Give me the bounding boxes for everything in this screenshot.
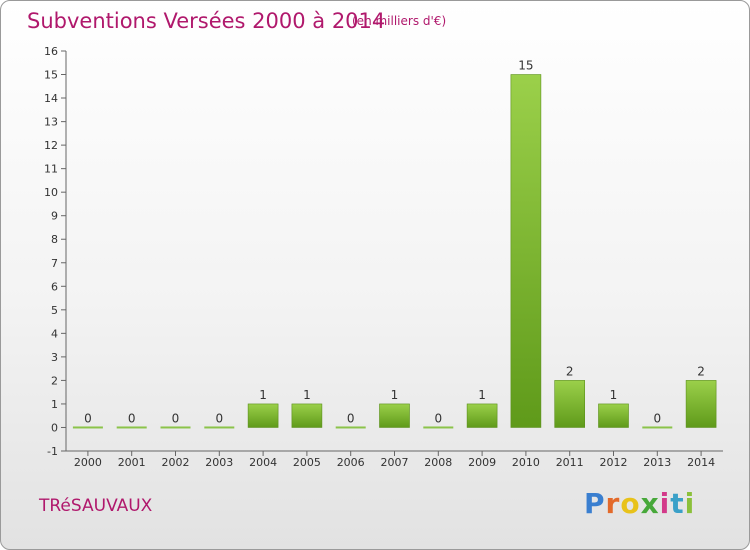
y-tick-label: 2 xyxy=(51,374,58,387)
bar-value-label: 1 xyxy=(478,388,486,402)
x-tick-label: 2011 xyxy=(556,456,584,469)
x-tick-label: 2010 xyxy=(512,456,540,469)
y-tick-label: 14 xyxy=(44,92,58,105)
y-tick-label: 10 xyxy=(44,186,58,199)
x-tick-label: 2007 xyxy=(381,456,409,469)
x-tick-label: 2009 xyxy=(468,456,496,469)
chart-title: Subventions Versées 2000 à 2014 xyxy=(27,9,386,33)
unit-label: (en milliers d'€) xyxy=(352,14,447,28)
proxiti-logo: Proxiti xyxy=(584,487,695,520)
bar-value-label: 2 xyxy=(697,364,705,378)
bar xyxy=(598,403,629,428)
x-tick-label: 2006 xyxy=(337,456,365,469)
bars xyxy=(72,74,717,429)
bar-value-label: 0 xyxy=(84,411,92,425)
y-tick-label: 5 xyxy=(51,304,58,317)
bar xyxy=(291,403,323,428)
y-tick-label: 3 xyxy=(51,351,58,364)
logo-letter: i xyxy=(684,487,696,520)
bar xyxy=(72,426,103,429)
y-tick-label: 8 xyxy=(51,233,58,246)
x-tick-label: 2014 xyxy=(687,456,715,469)
bar-value-label: 2 xyxy=(566,364,574,378)
bar-value-label: 0 xyxy=(128,411,136,425)
bar xyxy=(116,426,147,429)
x-axis-ticks: 2000 2001 2002 2003 2004 2005 2006 2007 2008 2009… xyxy=(74,451,715,469)
commune-name: TRéSAUVAUX xyxy=(39,496,153,516)
y-tick-label: 9 xyxy=(51,210,58,223)
y-tick-label: 15 xyxy=(44,69,58,82)
logo-letter: o xyxy=(620,487,641,520)
bar xyxy=(685,380,717,428)
y-tick-label: 4 xyxy=(51,327,58,340)
bar xyxy=(247,403,279,428)
y-tick-label: 0 xyxy=(51,421,58,434)
bar xyxy=(204,426,235,429)
x-tick-label: 2013 xyxy=(643,456,671,469)
bar xyxy=(160,426,191,429)
y-tick-label: 16 xyxy=(44,45,58,58)
bar-value-label: 0 xyxy=(347,411,355,425)
bar xyxy=(335,426,366,429)
y-tick-label: 13 xyxy=(44,116,58,129)
bar-value-label: 0 xyxy=(434,411,442,425)
logo-letter: r xyxy=(605,487,621,520)
x-tick-label: 2004 xyxy=(249,456,277,469)
bar-labels: 0 0 0 0 1 1 0 1 0 1 15 2 1 0 2 xyxy=(84,59,705,426)
bar xyxy=(554,380,586,428)
bar-value-label: 0 xyxy=(172,411,180,425)
bar xyxy=(466,403,498,428)
bar-value-label: 1 xyxy=(303,388,311,402)
bar-value-label: 1 xyxy=(610,388,618,402)
bar-value-label: 1 xyxy=(391,388,399,402)
logo-letter: x xyxy=(640,487,660,520)
bar-value-label: 15 xyxy=(518,59,533,73)
bar-value-label: 1 xyxy=(259,388,267,402)
x-tick-label: 2003 xyxy=(205,456,233,469)
bar xyxy=(510,74,542,428)
y-tick-label: 11 xyxy=(44,163,58,176)
bar xyxy=(642,426,673,429)
y-tick-label: 6 xyxy=(51,280,58,293)
x-tick-label: 2008 xyxy=(424,456,452,469)
logo-letter: t xyxy=(670,487,685,520)
logo-letter: i xyxy=(659,487,671,520)
x-tick-label: 2005 xyxy=(293,456,321,469)
y-tick-label: 1 xyxy=(51,398,58,411)
y-tick-label: 7 xyxy=(51,257,58,270)
bar xyxy=(423,426,454,429)
logo-letter: P xyxy=(584,487,606,520)
y-tick-label: 12 xyxy=(44,139,58,152)
x-tick-label: 2002 xyxy=(162,456,190,469)
x-tick-label: 2000 xyxy=(74,456,102,469)
y-tick-label: -1 xyxy=(47,445,58,458)
x-tick-label: 2012 xyxy=(600,456,628,469)
bar xyxy=(379,403,410,428)
bar-value-label: 0 xyxy=(215,411,223,425)
x-tick-label: 2001 xyxy=(118,456,146,469)
bar-value-label: 0 xyxy=(653,411,661,425)
